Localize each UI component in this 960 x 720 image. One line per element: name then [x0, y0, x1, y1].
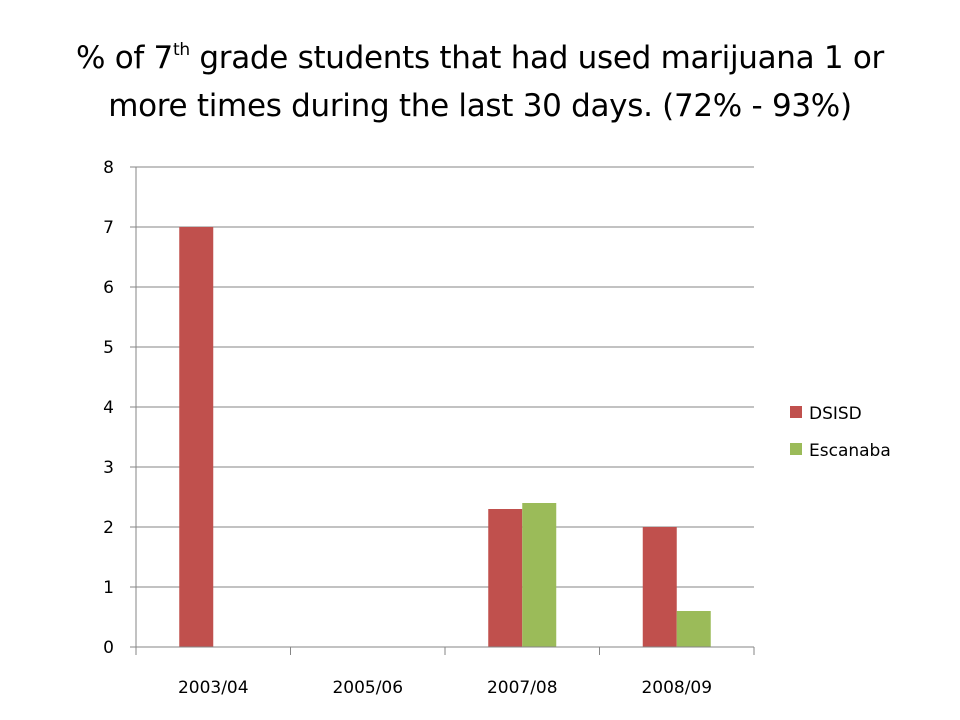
y-tick-label: 6 [103, 278, 114, 298]
legend-swatch-escanaba [790, 443, 802, 455]
title-part-2: grade students that had used marijuana 1… [189, 40, 884, 76]
bars [179, 227, 711, 647]
y-tick-labels: 0 1 2 3 4 5 6 7 8 [103, 158, 114, 658]
x-tick-label: 2007/08 [487, 678, 558, 698]
title-part-1: % of 7 [76, 40, 173, 76]
gridlines [136, 166, 754, 588]
y-tick-label: 1 [103, 578, 114, 598]
x-tick-label: 2008/09 [641, 678, 712, 698]
y-tick-label: 0 [103, 638, 114, 658]
bar-dsisd-2008-09 [642, 527, 677, 647]
bar-escanaba-2008-09 [676, 611, 711, 647]
y-tick-label: 2 [103, 518, 114, 538]
legend-swatch-dsisd [790, 406, 802, 418]
x-tick-label: 2005/06 [332, 678, 403, 698]
bar-dsisd-2007-08 [488, 509, 523, 647]
title-superscript: th [172, 40, 190, 60]
legend: DSISD Escanaba [790, 404, 891, 461]
chart-title: % of 7th grade students that had used ma… [0, 34, 960, 130]
y-tick-label: 7 [103, 218, 114, 238]
legend-label-dsisd: DSISD [809, 404, 862, 424]
y-tick-label: 3 [103, 458, 114, 478]
x-tick-label: 2003/04 [178, 678, 249, 698]
axes [130, 166, 755, 655]
y-tick-label: 5 [103, 338, 114, 358]
title-line-2: more times during the last 30 days. (72%… [108, 88, 852, 124]
legend-label-escanaba: Escanaba [809, 441, 891, 461]
x-tick-labels: 2003/04 2005/06 2007/08 2008/09 [178, 678, 712, 698]
bar-dsisd-2003-04 [179, 227, 214, 647]
bar-escanaba-2007-08 [522, 503, 557, 647]
y-tick-label: 4 [103, 398, 114, 418]
y-tick-label: 8 [103, 158, 114, 178]
title-line-1: % of 7th grade students that had used ma… [76, 40, 884, 76]
